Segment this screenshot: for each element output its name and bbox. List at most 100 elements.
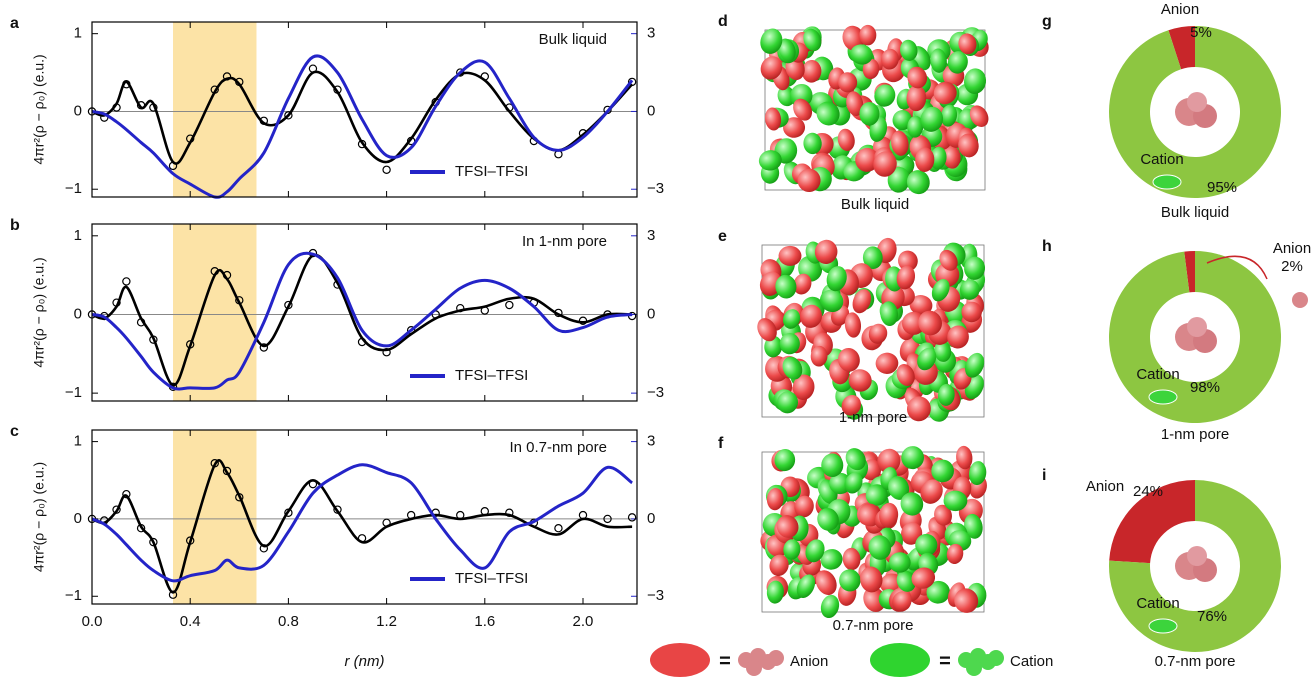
ion-ellipsoid — [844, 312, 862, 338]
ion-ellipsoid — [964, 513, 983, 539]
ion-ellipsoid — [846, 91, 864, 117]
ion-ellipsoid — [793, 98, 813, 121]
ion-ellipsoid — [839, 569, 861, 592]
ion-ellipsoid — [782, 356, 803, 380]
ion-ellipsoid — [794, 495, 814, 518]
ion-ellipsoid — [778, 38, 796, 62]
ion-ellipsoid — [929, 146, 947, 170]
legend-ellipsoid — [650, 643, 710, 677]
data-point — [284, 111, 293, 120]
ion-ellipsoid — [782, 309, 801, 329]
ion-ellipsoid — [815, 570, 837, 596]
ion-ellipsoid — [777, 85, 796, 107]
molecule-icon — [1292, 292, 1308, 308]
ion-ellipsoid — [920, 479, 943, 504]
ion-ellipsoid — [855, 147, 880, 172]
data-point — [627, 77, 637, 87]
ion-ellipsoid — [850, 44, 873, 65]
y2-tick-label: 0 — [647, 510, 655, 527]
y-tick-label: −1 — [65, 587, 82, 604]
data-point — [357, 337, 367, 347]
ion-ellipsoid — [911, 567, 936, 589]
ion-ellipsoid — [769, 554, 789, 577]
x-tick-label: 2.0 — [573, 613, 594, 630]
ion-ellipsoid — [959, 279, 980, 300]
data-point — [210, 459, 219, 468]
donut-slice — [1109, 25, 1281, 198]
data-point — [357, 534, 367, 543]
ion-ellipsoid — [907, 115, 924, 138]
ion-ellipsoid — [964, 256, 986, 280]
data-point — [122, 80, 131, 89]
molecule-icon — [768, 650, 784, 666]
ion-ellipsoid — [956, 445, 973, 470]
data-point — [382, 518, 391, 528]
donut-slice — [1108, 251, 1281, 423]
data-point — [235, 296, 244, 305]
ion-ellipsoid — [875, 352, 899, 374]
ion-ellipsoid — [868, 323, 888, 344]
ion-ellipsoid — [779, 333, 800, 355]
panel-letter: b — [10, 217, 20, 234]
ion-ellipsoid — [965, 352, 985, 378]
ion-ellipsoid — [943, 490, 968, 512]
ion-ellipsoid — [814, 239, 838, 264]
plot-frame — [91, 223, 638, 402]
data-point — [554, 524, 563, 533]
data-point — [357, 139, 367, 149]
ion-ellipsoid — [947, 51, 968, 74]
cation-value: 98% — [1190, 379, 1220, 396]
ion-ellipsoid — [900, 492, 924, 516]
ion-ellipsoid — [775, 274, 797, 299]
ion-ellipsoid — [860, 566, 883, 593]
y-tick-label: 0 — [74, 305, 82, 322]
ion-ellipsoid — [892, 591, 912, 612]
data-point — [456, 510, 465, 520]
y-tick-label: −1 — [65, 180, 82, 197]
donut-slice — [1109, 480, 1195, 564]
ion-ellipsoid — [841, 394, 862, 416]
ion-ellipsoid — [920, 106, 944, 132]
legend-separator: = — [939, 650, 951, 672]
ion-ellipsoid — [937, 383, 955, 406]
ion-ellipsoid — [879, 502, 899, 528]
data-point — [505, 508, 514, 517]
data-point — [185, 134, 195, 143]
ion-ellipsoid — [896, 364, 915, 386]
cation-label: Cation — [1136, 366, 1179, 383]
ion-ellipsoid — [796, 574, 816, 599]
anion-value: 24% — [1133, 483, 1163, 500]
cation-icon — [1152, 174, 1182, 190]
ion-ellipsoid — [888, 476, 910, 500]
panel-letter: i — [1042, 467, 1046, 484]
ion-ellipsoid — [906, 85, 927, 112]
annotation: Bulk liquid — [539, 31, 607, 48]
ion-ellipsoid — [837, 348, 860, 372]
data-point — [308, 64, 318, 73]
ion-ellipsoid — [865, 484, 888, 506]
pie-caption: 1-nm pore — [1161, 426, 1229, 443]
cation-value: 76% — [1197, 608, 1227, 625]
legend-label: Anion — [790, 653, 828, 670]
ion-ellipsoid — [931, 279, 950, 302]
y-axis-label: 4πr²(ρ − ρ₀) (e.u.) — [31, 462, 47, 572]
cation-value: 95% — [1207, 179, 1237, 196]
ion-ellipsoid — [961, 301, 982, 323]
data-point — [480, 72, 489, 81]
data-point — [259, 343, 269, 352]
donut-slice — [1168, 26, 1195, 70]
ion-ellipsoid — [817, 508, 839, 531]
molecule-icon — [988, 650, 1004, 666]
ion-ellipsoid — [901, 446, 924, 470]
y2-tick-label: 0 — [647, 102, 655, 119]
ion-ellipsoid — [838, 72, 858, 93]
data-point — [480, 306, 489, 315]
ion-ellipsoid — [896, 570, 916, 592]
ion-ellipsoid — [760, 28, 783, 54]
anion-label: Anion — [1161, 1, 1199, 18]
data-point — [308, 479, 318, 489]
cation-label: Cation — [1136, 595, 1179, 612]
ion-ellipsoid — [776, 515, 799, 538]
ion-ellipsoid — [793, 273, 812, 295]
ion-ellipsoid — [777, 391, 798, 414]
